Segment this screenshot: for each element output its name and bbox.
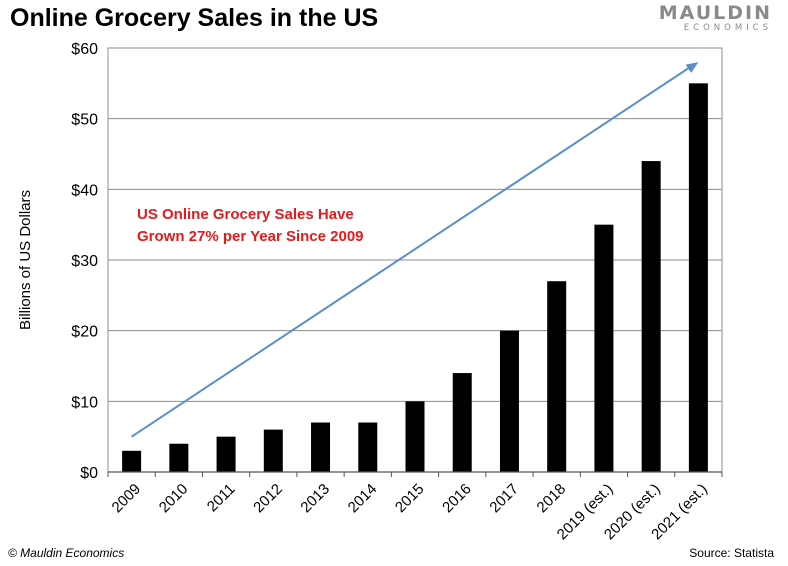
growth-annotation: US Online Grocery Sales Have Grown 27% p… xyxy=(137,204,364,248)
y-axis-label: Billions of US Dollars xyxy=(17,190,34,330)
brand-logo: MAULDIN ECONOMICS xyxy=(659,4,772,33)
brand-line-2: ECONOMICS xyxy=(683,23,772,33)
bar xyxy=(641,161,661,473)
x-tick-label: 2010 xyxy=(156,481,192,517)
bar xyxy=(263,429,283,472)
bar xyxy=(169,443,189,472)
x-tick-labels: 2009 2010 2011 2012 2013 2014 2015 2016 2017 2018… xyxy=(109,481,711,544)
bar xyxy=(358,422,378,472)
trend-arrowhead xyxy=(685,62,699,73)
bar xyxy=(405,401,425,472)
x-tick-label: 2012 xyxy=(250,481,286,517)
bar xyxy=(122,450,142,472)
x-tick-label: 2009 xyxy=(109,481,145,517)
bar xyxy=(688,83,708,472)
trend-line xyxy=(131,64,693,438)
brand-line-1: MAULDIN xyxy=(658,2,772,24)
source-note: Source: Statista xyxy=(689,546,774,560)
bar xyxy=(311,422,331,472)
bar xyxy=(216,436,236,472)
x-tick-label: 2013 xyxy=(297,481,333,517)
y-tick-label: $60 xyxy=(71,41,98,58)
x-tick-label: 2017 xyxy=(486,481,522,517)
bar xyxy=(499,330,519,472)
x-tick-label: 2016 xyxy=(439,481,475,517)
x-tick-label: 2015 xyxy=(392,481,428,517)
bars xyxy=(122,83,708,473)
axes xyxy=(107,47,723,477)
bar xyxy=(452,373,472,472)
x-tick-label: 2018 xyxy=(534,481,570,517)
x-tick-label: 2014 xyxy=(345,481,381,517)
x-tick-label: 2011 xyxy=(204,481,239,516)
y-tick-label: $50 xyxy=(71,112,98,129)
trend-arrow xyxy=(131,62,699,438)
y-tick-label: $30 xyxy=(71,253,98,270)
y-tick-label: $40 xyxy=(71,182,98,199)
y-tick-label: $20 xyxy=(71,324,98,341)
y-tick-label: $0 xyxy=(80,465,98,482)
y-tick-labels: $0 $10 $20 $30 $40 $50 $60 xyxy=(71,41,98,482)
annotation-line-2: Grown 27% per Year Since 2009 xyxy=(137,228,364,245)
bar xyxy=(547,281,567,472)
bar xyxy=(594,224,614,472)
annotation-line-1: US Online Grocery Sales Have xyxy=(137,206,354,223)
chart-title: Online Grocery Sales in the US xyxy=(10,4,379,32)
copyright-note: © Mauldin Economics xyxy=(8,546,125,560)
y-tick-label: $10 xyxy=(71,394,98,411)
